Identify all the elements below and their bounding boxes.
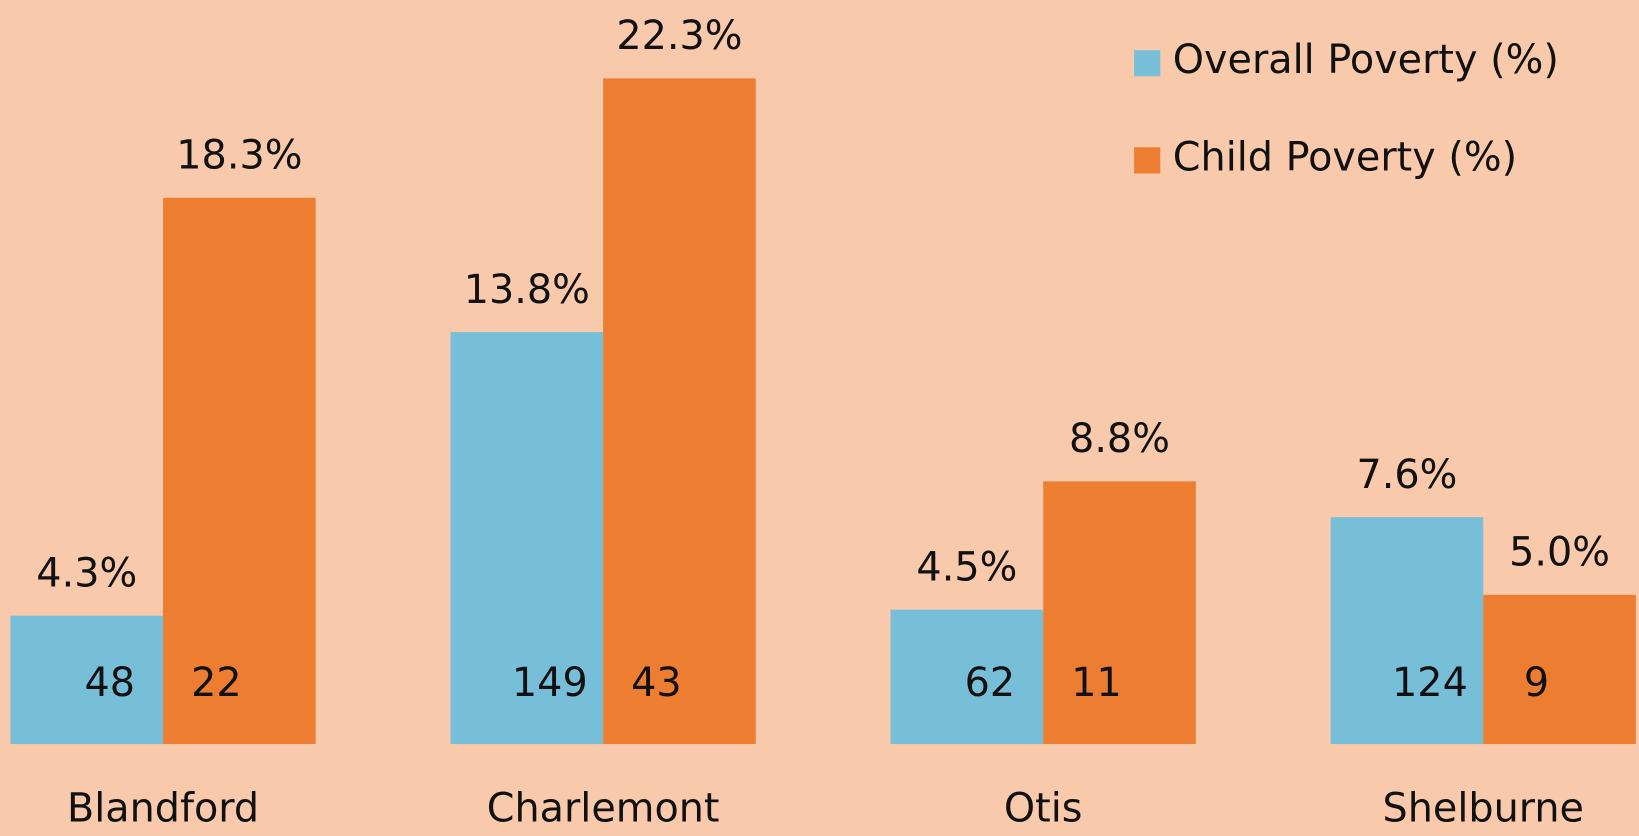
x-tick-label: Otis xyxy=(1004,785,1083,831)
count-label: 11 xyxy=(1071,660,1122,706)
bar xyxy=(890,609,1044,745)
data-label: 4.5% xyxy=(916,545,1017,591)
x-tick-label: Charlemont xyxy=(487,785,720,831)
data-label: 8.8% xyxy=(1069,416,1170,462)
bar xyxy=(10,615,164,745)
bar xyxy=(450,332,604,745)
data-label: 7.6% xyxy=(1357,452,1458,498)
bar xyxy=(163,197,316,745)
count-label: 149 xyxy=(512,660,588,706)
data-label: 13.8% xyxy=(464,267,590,313)
legend-swatch xyxy=(1134,50,1161,77)
data-label: 4.3% xyxy=(36,550,137,596)
legend-label: Overall Poverty (%) xyxy=(1173,37,1559,83)
legend-label: Child Poverty (%) xyxy=(1173,134,1517,180)
bar xyxy=(1043,481,1196,745)
count-label: 43 xyxy=(631,660,682,706)
count-label: 22 xyxy=(191,660,242,706)
legend-swatch xyxy=(1134,147,1161,174)
data-label: 18.3% xyxy=(176,133,302,179)
bar xyxy=(1330,517,1484,745)
count-label: 62 xyxy=(965,660,1016,706)
x-tick-label: Blandford xyxy=(67,785,259,831)
bar xyxy=(603,78,756,745)
count-label: 48 xyxy=(84,660,135,706)
bar xyxy=(1483,594,1636,745)
x-tick-label: Shelburne xyxy=(1383,785,1584,831)
count-label: 124 xyxy=(1392,660,1468,706)
data-label: 22.3% xyxy=(616,13,742,59)
count-label: 9 xyxy=(1524,660,1549,706)
data-label: 5.0% xyxy=(1509,530,1610,576)
